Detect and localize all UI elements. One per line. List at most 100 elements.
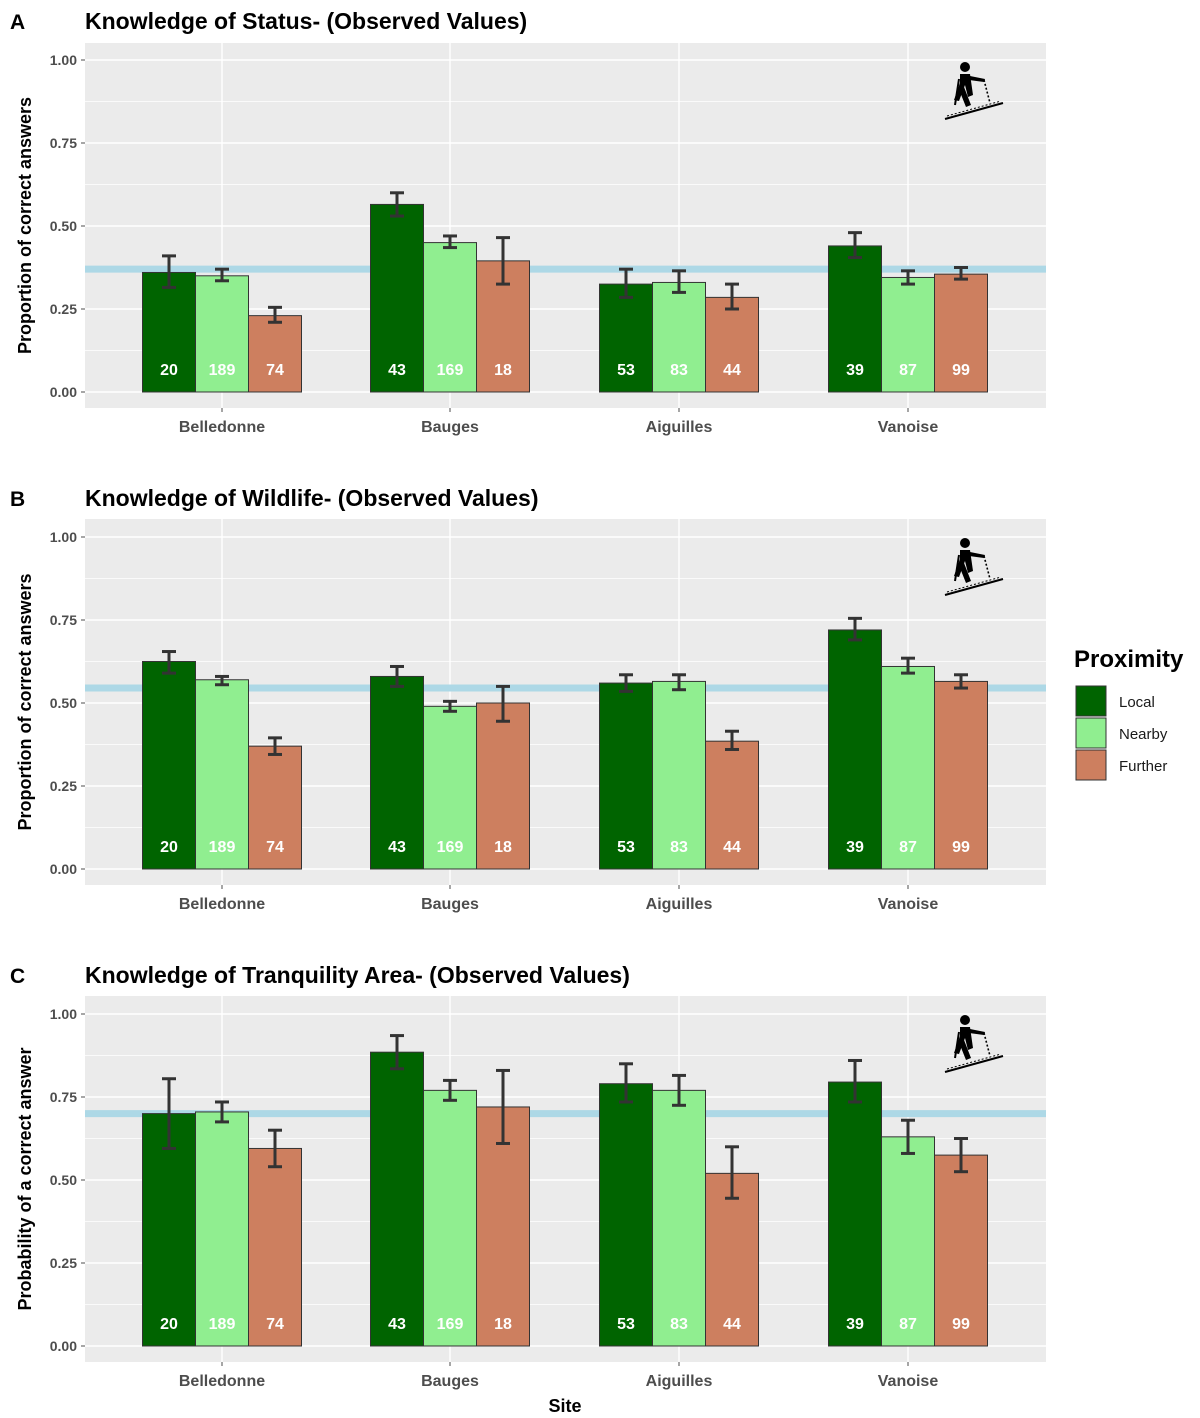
ski-touring-icon (944, 1015, 1004, 1073)
count-label: 169 (437, 1316, 464, 1333)
y-tick-label: 1.00 (50, 529, 77, 545)
error-bar (672, 269, 686, 294)
error-bar (954, 266, 968, 281)
count-label: 74 (266, 362, 284, 379)
bar-nearby (195, 1111, 249, 1347)
y-tick-label: 1.00 (50, 52, 77, 68)
error-bar (390, 1034, 404, 1071)
panel-letter: A (10, 11, 25, 34)
bar-local (370, 1051, 424, 1347)
error-bar (162, 650, 176, 675)
panel-title: Knowledge of Tranquility Area- (Observed… (85, 962, 630, 988)
error-bar (390, 664, 404, 688)
bar-local (142, 271, 196, 393)
count-label: 53 (617, 1316, 635, 1333)
error-bar (390, 191, 404, 218)
panel-title: Knowledge of Status- (Observed Values) (85, 8, 527, 34)
count-label: 44 (723, 362, 741, 379)
count-label: 189 (209, 362, 236, 379)
bar-nearby (652, 680, 706, 870)
count-label: 83 (670, 1316, 688, 1333)
error-bar (954, 1137, 968, 1174)
bar-further (248, 1147, 302, 1347)
y-axis-title: Proportion of correct answers (15, 573, 35, 830)
count-label: 18 (494, 1316, 512, 1333)
bar-nearby (881, 1136, 935, 1347)
y-tick-label: 0.50 (50, 218, 77, 234)
y-tick-label: 0.75 (50, 612, 77, 628)
y-tick-label: 1.00 (50, 1006, 77, 1022)
legend-swatch-nearby (1075, 717, 1107, 749)
count-label: 44 (723, 839, 741, 856)
bar-local (142, 1113, 196, 1347)
error-bar (619, 1062, 633, 1104)
error-bar (162, 254, 176, 289)
count-label: 20 (160, 362, 178, 379)
count-label: 43 (388, 839, 406, 856)
bar-further (934, 273, 988, 393)
error-bar (672, 1073, 686, 1107)
count-label: 20 (160, 839, 178, 856)
legend-label-local: Local (1119, 694, 1155, 711)
x-tick-label: Vanoise (878, 1373, 939, 1390)
legend: Proximity Local Nearby Further (1074, 646, 1184, 781)
count-label: 44 (723, 1316, 741, 1333)
bar-local (599, 682, 653, 870)
legend-swatch-further (1075, 749, 1107, 781)
y-tick-label: 0.75 (50, 135, 77, 151)
count-label: 53 (617, 839, 635, 856)
count-label: 83 (670, 839, 688, 856)
legend-label-further: Further (1119, 758, 1167, 775)
y-tick-label: 0.25 (50, 301, 77, 317)
x-tick-label: Aiguilles (646, 1373, 713, 1390)
x-tick-label: Vanoise (878, 896, 939, 913)
bar-further (934, 1154, 988, 1347)
error-bar (901, 656, 915, 675)
ski-touring-icon (944, 538, 1004, 596)
bar-further (476, 1106, 530, 1347)
count-label: 53 (617, 362, 635, 379)
error-bar (619, 267, 633, 299)
panels: 0.00 0.25 0.50 0.75 1.00 20 43 53 39 189 169 83 87 74… (10, 8, 1046, 1390)
error-bar (496, 236, 510, 286)
error-bar (496, 684, 510, 723)
error-bar (619, 673, 633, 693)
bar-nearby (423, 1089, 477, 1347)
error-bar (848, 231, 862, 260)
count-label: 169 (437, 839, 464, 856)
error-bar (725, 282, 739, 311)
error-bar (725, 729, 739, 751)
x-tick-label: Bauges (421, 896, 479, 913)
error-bar (443, 1078, 457, 1102)
y-tick-label: 0.25 (50, 778, 77, 794)
bar-further (705, 740, 759, 870)
count-label: 189 (209, 1316, 236, 1333)
panel-letter: C (10, 965, 25, 988)
x-tick-label: Vanoise (878, 419, 939, 436)
error-bar (901, 269, 915, 286)
count-label: 43 (388, 1316, 406, 1333)
bar-nearby (195, 679, 249, 870)
bar-further (248, 745, 302, 870)
x-tick-label: Belledonne (179, 419, 265, 436)
ski-touring-icon (944, 62, 1004, 120)
count-label: 20 (160, 1316, 178, 1333)
error-bar (268, 305, 282, 324)
error-bar (848, 1058, 862, 1104)
x-tick-label: Aiguilles (646, 896, 713, 913)
x-tick-label: Aiguilles (646, 419, 713, 436)
count-label: 87 (899, 839, 917, 856)
x-tick-label: Bauges (421, 1373, 479, 1390)
error-bar (848, 616, 862, 642)
x-axis-title: Site (548, 1396, 581, 1416)
error-bar (162, 1077, 176, 1150)
bar-local (828, 629, 882, 870)
panel-b: 0.00 0.25 0.50 0.75 1.00 20 43 53 39 189 169 83 87 74… (10, 485, 1046, 913)
y-axis-title: Probability of a correct answer (15, 1047, 35, 1310)
x-tick-label: Bauges (421, 419, 479, 436)
error-bar (215, 674, 229, 687)
error-bar (443, 234, 457, 250)
bar-nearby (195, 275, 249, 393)
bar-nearby (652, 1089, 706, 1347)
bar-nearby (423, 705, 477, 870)
